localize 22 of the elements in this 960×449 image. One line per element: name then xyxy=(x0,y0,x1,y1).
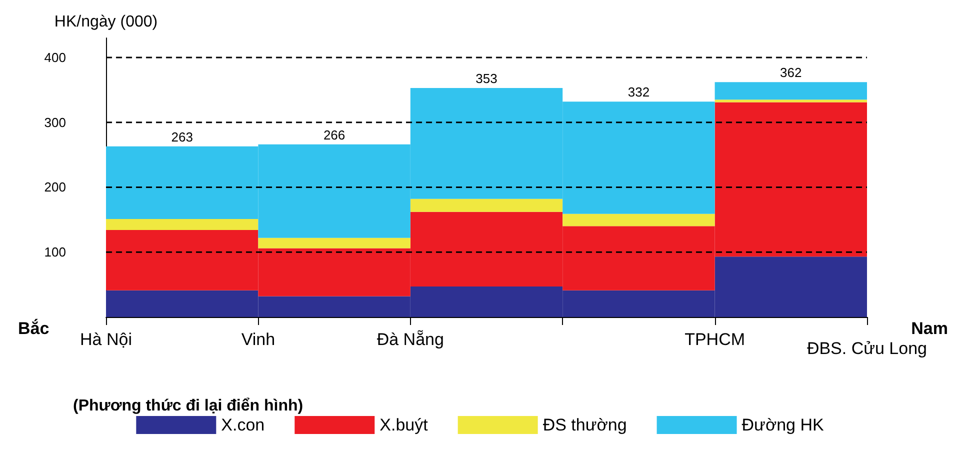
legend-label: Đường HK xyxy=(742,416,824,434)
y-tick-label: 300 xyxy=(44,114,66,130)
text: 266 xyxy=(323,127,346,142)
text: 332 xyxy=(628,84,650,100)
y-tick-label: 200 xyxy=(44,180,66,195)
x-axis-title: (Phương thức đi lại điển hình) xyxy=(73,398,304,414)
text: ĐBS. Cửu Long xyxy=(806,339,928,358)
text: 263 xyxy=(171,129,193,144)
y-tick-label: 100 xyxy=(44,244,66,260)
x-tick-label: Đà Nẵng xyxy=(376,330,444,349)
y-tick-label: 400 xyxy=(44,50,66,65)
text: 362 xyxy=(780,65,802,80)
x-tick-label: Vinh xyxy=(241,330,276,349)
legend-label: X.con xyxy=(221,416,265,434)
legend-label: ĐS thường xyxy=(542,416,627,434)
x-tick-label: TPHCM xyxy=(684,330,746,349)
text: 353 xyxy=(476,70,498,86)
text: Nam xyxy=(911,319,948,338)
legend-label: X.buýt xyxy=(380,416,428,434)
text: Bắc xyxy=(18,318,50,338)
x-tick-label: Hà Nội xyxy=(80,330,132,349)
y-axis-title: HK/ngày (000) xyxy=(54,14,158,30)
